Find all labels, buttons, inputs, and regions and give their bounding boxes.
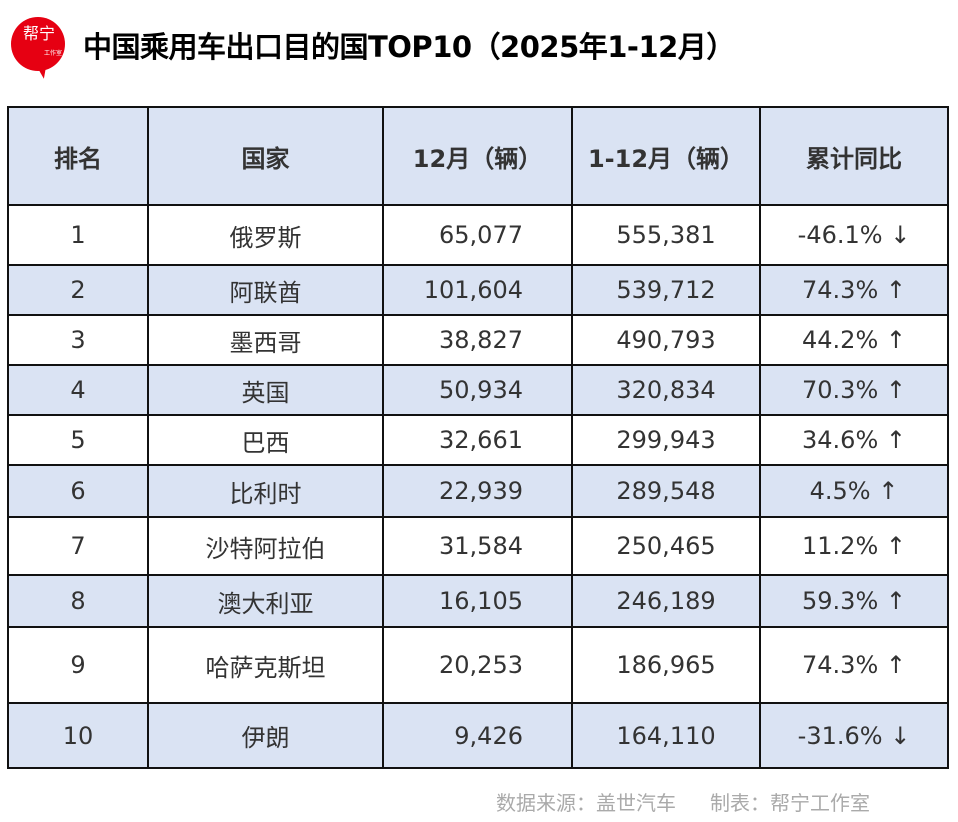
cell-rank: 3: [7, 314, 149, 366]
cell-country: 阿联酋: [147, 264, 384, 316]
cell-rank: 7: [7, 516, 149, 576]
table-row: 8 澳大利亚 16,105 246,189 59.3% ↑: [7, 574, 949, 628]
cell-country: 俄罗斯: [147, 204, 384, 266]
cell-yoy: 74.3% ↑: [759, 626, 949, 704]
logo-subtext: 工作室: [44, 50, 63, 57]
cell-country: 沙特阿拉伯: [147, 516, 384, 576]
cell-rank: 9: [7, 626, 149, 704]
cell-yoy: 59.3% ↑: [759, 574, 949, 628]
cell-dec: 65,077: [382, 204, 573, 266]
logo: 帮宁 工作室: [11, 17, 65, 71]
cell-yoy: 4.5% ↑: [759, 464, 949, 518]
cell-ytd: 555,381: [571, 204, 761, 266]
cell-ytd: 186,965: [571, 626, 761, 704]
cell-yoy: 34.6% ↑: [759, 414, 949, 466]
col-yoy: 累计同比: [759, 106, 949, 206]
col-ytd: 1-12月（辆）: [571, 106, 761, 206]
cell-country: 墨西哥: [147, 314, 384, 366]
export-table: 排名 国家 12月（辆） 1-12月（辆） 累计同比 1 俄罗斯 65,077 555…: [7, 106, 949, 769]
cell-rank: 2: [7, 264, 149, 316]
cell-ytd: 299,943: [571, 414, 761, 466]
cell-yoy: -31.6% ↓: [759, 702, 949, 769]
cell-dec: 38,827: [382, 314, 573, 366]
cell-rank: 4: [7, 364, 149, 416]
cell-ytd: 490,793: [571, 314, 761, 366]
cell-dec: 9,426: [382, 702, 573, 769]
cell-ytd: 164,110: [571, 702, 761, 769]
footer: 数据来源：盖世汽车 制表：帮宁工作室: [496, 787, 870, 816]
cell-rank: 10: [7, 702, 149, 769]
cell-ytd: 320,834: [571, 364, 761, 416]
cell-yoy: 44.2% ↑: [759, 314, 949, 366]
cell-dec: 101,604: [382, 264, 573, 316]
cell-ytd: 539,712: [571, 264, 761, 316]
cell-country: 澳大利亚: [147, 574, 384, 628]
cell-rank: 5: [7, 414, 149, 466]
table-row: 10 伊朗 9,426 164,110 -31.6% ↓: [7, 702, 949, 769]
cell-dec: 31,584: [382, 516, 573, 576]
cell-country: 比利时: [147, 464, 384, 518]
table-row: 7 沙特阿拉伯 31,584 250,465 11.2% ↑: [7, 516, 949, 576]
cell-country: 伊朗: [147, 702, 384, 769]
cell-country: 哈萨克斯坦: [147, 626, 384, 704]
table-row: 3 墨西哥 38,827 490,793 44.2% ↑: [7, 314, 949, 366]
source-note: 数据来源：盖世汽车: [496, 791, 676, 815]
logo-text: 帮宁: [23, 24, 56, 43]
page-title: 中国乘用车出口目的国TOP10（2025年1-12月）: [83, 30, 735, 64]
table-header: 排名 国家 12月（辆） 1-12月（辆） 累计同比: [7, 106, 949, 206]
cell-dec: 16,105: [382, 574, 573, 628]
cell-ytd: 250,465: [571, 516, 761, 576]
cell-dec: 20,253: [382, 626, 573, 704]
table-row: 4 英国 50,934 320,834 70.3% ↑: [7, 364, 949, 416]
cell-yoy: 11.2% ↑: [759, 516, 949, 576]
cell-yoy: 74.3% ↑: [759, 264, 949, 316]
cell-dec: 22,939: [382, 464, 573, 518]
cell-dec: 32,661: [382, 414, 573, 466]
cell-rank: 8: [7, 574, 149, 628]
maker-note: 制表：帮宁工作室: [710, 791, 870, 815]
cell-rank: 1: [7, 204, 149, 266]
col-rank: 排名: [7, 106, 149, 206]
table-row: 6 比利时 22,939 289,548 4.5% ↑: [7, 464, 949, 518]
table-row: 2 阿联酋 101,604 539,712 74.3% ↑: [7, 264, 949, 316]
cell-ytd: 246,189: [571, 574, 761, 628]
cell-country: 英国: [147, 364, 384, 416]
col-dec: 12月（辆）: [382, 106, 573, 206]
cell-yoy: 70.3% ↑: [759, 364, 949, 416]
cell-yoy: -46.1% ↓: [759, 204, 949, 266]
table-row: 9 哈萨克斯坦 20,253 186,965 74.3% ↑: [7, 626, 949, 704]
cell-rank: 6: [7, 464, 149, 518]
table-row: 1 俄罗斯 65,077 555,381 -46.1% ↓: [7, 204, 949, 266]
cell-ytd: 289,548: [571, 464, 761, 518]
cell-country: 巴西: [147, 414, 384, 466]
col-country: 国家: [147, 106, 384, 206]
table-row: 5 巴西 32,661 299,943 34.6% ↑: [7, 414, 949, 466]
cell-dec: 50,934: [382, 364, 573, 416]
